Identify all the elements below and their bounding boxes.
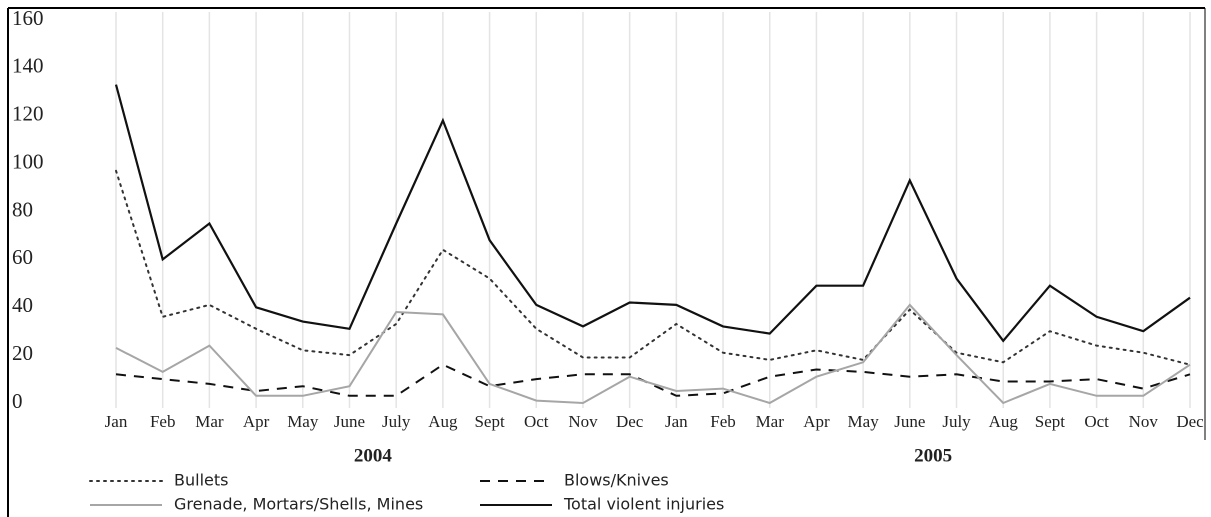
x-tick-label: Nov xyxy=(1129,412,1159,431)
series-line xyxy=(114,84,1191,343)
x-tick-label: Feb xyxy=(150,412,176,431)
legend-label: Bullets xyxy=(174,471,228,490)
y-tick-label: 140 xyxy=(12,54,44,78)
y-tick-label: 60 xyxy=(12,245,33,269)
x-tick-label: Jan xyxy=(105,412,128,431)
y-tick-label: 80 xyxy=(12,197,33,221)
y-tick-label: 20 xyxy=(12,341,33,365)
x-tick-label: June xyxy=(894,412,925,431)
x-tick-label: Dec xyxy=(616,412,644,431)
x-tick-label: Sept xyxy=(474,412,505,431)
x-tick-label: June xyxy=(334,412,365,431)
x-tick-label: Mar xyxy=(195,412,224,431)
legend-label: Grenade, Mortars/Shells, Mines xyxy=(174,495,423,514)
x-tick-label: May xyxy=(287,412,319,431)
legend-label: Blows/Knives xyxy=(564,471,669,490)
x-tick-label: Apr xyxy=(803,412,830,431)
x-tick-label: Oct xyxy=(524,412,549,431)
legend-label: Total violent injuries xyxy=(563,495,724,514)
x-tick-label: July xyxy=(942,412,971,431)
x-tick-label: Sept xyxy=(1035,412,1066,431)
x-tick-label: July xyxy=(382,412,411,431)
x-tick-label: Aug xyxy=(989,412,1019,431)
x-tick-label: Mar xyxy=(756,412,785,431)
y-tick-label: 40 xyxy=(12,293,33,317)
year-label: 2004 xyxy=(354,445,393,466)
series-line xyxy=(115,363,1191,397)
x-tick-label: Apr xyxy=(243,412,270,431)
y-tick-label: 120 xyxy=(12,102,44,126)
x-tick-label: Aug xyxy=(428,412,458,431)
y-tick-label: 100 xyxy=(12,149,44,173)
x-tick-label: May xyxy=(848,412,880,431)
x-tick-label: Jan xyxy=(665,412,688,431)
x-tick-label: Feb xyxy=(710,412,736,431)
y-tick-label: 160 xyxy=(12,6,44,30)
series-line xyxy=(115,169,1191,366)
y-tick-label: 0 xyxy=(12,389,23,413)
x-tick-label: Oct xyxy=(1084,412,1109,431)
series-line xyxy=(115,303,1191,405)
x-tick-label: Dec xyxy=(1176,412,1204,431)
x-tick-label: Nov xyxy=(568,412,598,431)
year-label: 2005 xyxy=(914,445,952,466)
